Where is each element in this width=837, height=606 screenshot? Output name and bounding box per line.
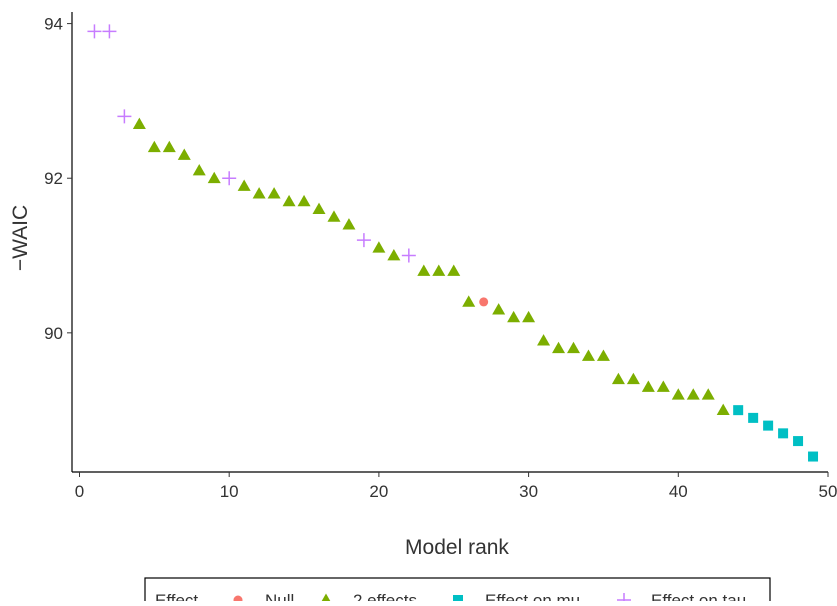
- data-point: [733, 405, 744, 416]
- legend-label: Null: [265, 591, 294, 601]
- data-point: [462, 295, 476, 307]
- axes: 0 10 20 30 40 50 90 92 94: [44, 12, 837, 501]
- x-tick-label: 10: [220, 482, 239, 501]
- data-point: [297, 194, 311, 207]
- data-point: [522, 310, 536, 323]
- data-point: [808, 451, 819, 462]
- data-point: [793, 436, 804, 447]
- legend-title: Effect: [155, 591, 198, 601]
- data-point: [87, 24, 102, 39]
- data-points: [87, 24, 819, 462]
- y-axis-label: −WAIC: [9, 205, 32, 271]
- series-effect-on-tau: [87, 24, 416, 263]
- data-point: [492, 303, 506, 315]
- data-point: [716, 403, 730, 416]
- data-point: [237, 179, 251, 191]
- legend: Effect Null 2 effects Effect on mu Effect on…: [144, 577, 771, 606]
- x-tick-label: 40: [669, 482, 688, 501]
- series-2-effects: [132, 117, 730, 416]
- data-point: [327, 210, 341, 222]
- data-point: [252, 187, 266, 199]
- data-point: [748, 412, 759, 423]
- data-point: [192, 163, 206, 176]
- x-tick-label: 0: [75, 482, 84, 501]
- x-axis-label: Model rank: [405, 536, 509, 559]
- data-point: [356, 233, 371, 248]
- data-point: [701, 388, 715, 400]
- y-tick-label: 90: [44, 324, 63, 343]
- data-point: [117, 109, 132, 124]
- data-point: [282, 194, 296, 207]
- data-point: [567, 341, 581, 354]
- data-point: [581, 349, 595, 361]
- data-point: [611, 372, 625, 385]
- data-point: [641, 380, 655, 392]
- legend-key: [453, 595, 463, 605]
- data-point: [479, 297, 489, 307]
- data-point: [626, 372, 640, 385]
- data-point: [537, 334, 551, 346]
- x-tick-label: 50: [819, 482, 837, 501]
- data-point: [342, 218, 356, 230]
- data-point: [401, 248, 416, 263]
- y-tick-label: 92: [44, 169, 63, 188]
- data-point: [132, 117, 146, 129]
- data-point: [102, 24, 117, 39]
- data-point: [162, 140, 176, 153]
- data-point: [552, 341, 566, 354]
- series-null: [479, 297, 489, 307]
- data-point: [417, 264, 431, 276]
- legend-label: Effect on mu: [485, 591, 580, 601]
- data-point: [763, 420, 774, 431]
- x-tick-label: 20: [369, 482, 388, 501]
- data-point: [656, 380, 670, 392]
- data-point: [596, 349, 610, 361]
- data-point: [432, 264, 446, 276]
- data-point: [671, 388, 685, 400]
- data-point: [686, 388, 700, 400]
- data-point: [447, 264, 461, 276]
- y-tick-label: 94: [44, 15, 63, 34]
- data-point: [778, 428, 789, 439]
- legend-label: 2 effects: [353, 591, 417, 601]
- x-tick-label: 30: [519, 482, 538, 501]
- series-effect-on-mu: [733, 405, 819, 462]
- data-point: [177, 148, 191, 160]
- data-point: [372, 241, 386, 253]
- data-point: [267, 187, 281, 199]
- data-point: [507, 310, 521, 323]
- data-point: [387, 249, 401, 261]
- legend-label: Effect on tau: [651, 591, 746, 601]
- data-point: [207, 171, 221, 184]
- data-point: [147, 140, 161, 153]
- data-point: [222, 171, 237, 186]
- data-point: [312, 202, 326, 215]
